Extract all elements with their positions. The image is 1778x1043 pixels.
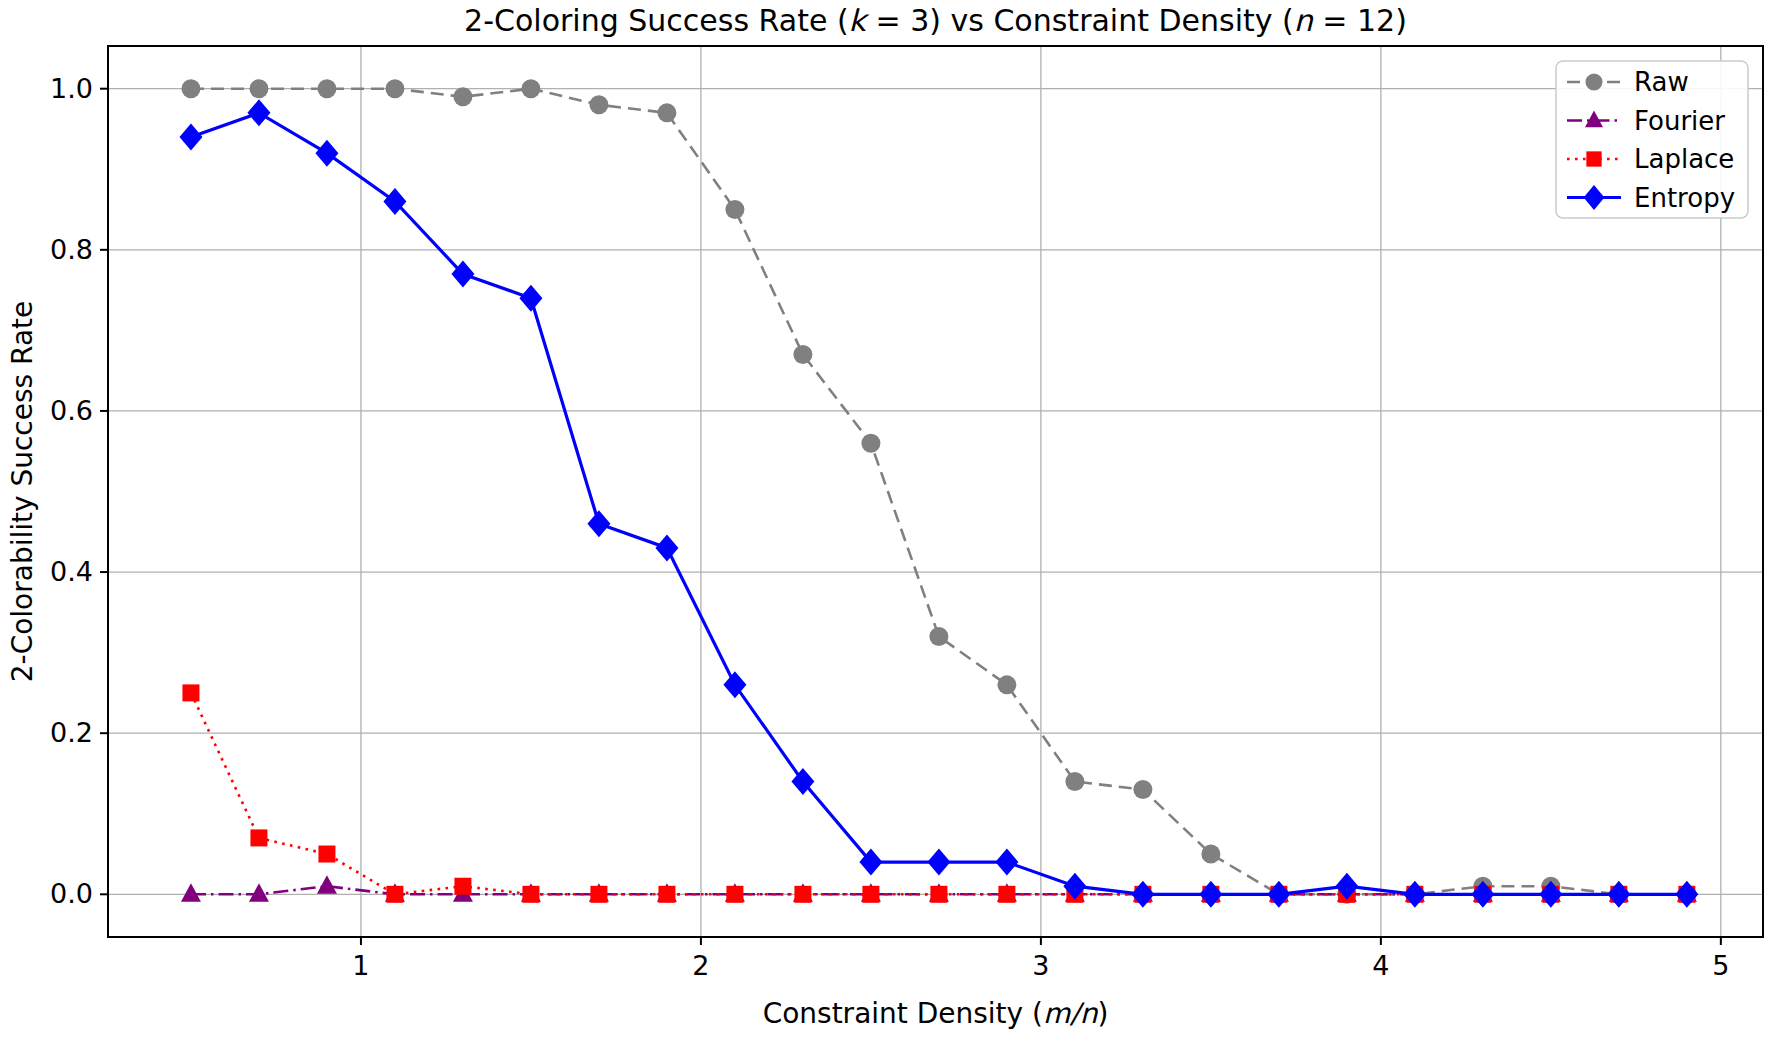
series-laplace-marker <box>794 886 811 903</box>
series-raw-marker <box>181 79 200 98</box>
series-raw-marker <box>861 434 880 453</box>
legend-marker-circle <box>1585 73 1602 90</box>
series-laplace-marker <box>726 886 743 903</box>
y-tick-label: 0.6 <box>50 395 93 426</box>
y-tick-label: 0.2 <box>50 717 93 748</box>
y-tick-label: 0.0 <box>50 878 93 909</box>
plot-area <box>108 46 1763 937</box>
series-laplace-marker <box>318 846 335 863</box>
x-axis-label: Constraint Density (m/n) <box>763 997 1109 1030</box>
series-raw-marker <box>725 200 744 219</box>
legend-label: Raw <box>1634 67 1689 97</box>
series-raw-marker <box>657 103 676 122</box>
y-tick-label: 1.0 <box>50 73 93 104</box>
series-raw-marker <box>521 79 540 98</box>
series-raw-marker <box>997 675 1016 694</box>
x-tick-label: 4 <box>1372 950 1389 981</box>
plot-background <box>108 46 1763 937</box>
chart-canvas: 1 2 3 4 5 0.0 0.2 0.4 0.6 0.8 1.0 2-Coloring Succ… <box>0 0 1778 1043</box>
series-laplace-marker <box>998 886 1015 903</box>
y-axis-label: 2-Colorability Success Rate <box>6 301 39 683</box>
series-raw-marker <box>929 627 948 646</box>
legend-label: Fourier <box>1634 106 1725 136</box>
series-laplace-marker <box>522 886 539 903</box>
y-tick-label: 0.8 <box>50 234 93 265</box>
series-laplace-marker <box>454 878 471 895</box>
series-laplace-marker <box>590 886 607 903</box>
series-raw-marker <box>317 79 336 98</box>
series-laplace-marker <box>250 829 267 846</box>
series-laplace-marker <box>862 886 879 903</box>
series-laplace-marker <box>386 886 403 903</box>
x-tick-label: 5 <box>1712 950 1729 981</box>
series-raw-marker <box>453 87 472 106</box>
chart-title: 2-Coloring Success Rate (k = 3) vs Const… <box>464 3 1407 38</box>
series-laplace-marker <box>930 886 947 903</box>
series-raw-marker <box>793 345 812 364</box>
series-raw-marker <box>249 79 268 98</box>
series-raw-marker <box>385 79 404 98</box>
legend: Raw Fourier Laplace Entropy <box>1556 61 1748 218</box>
series-raw-marker <box>1133 780 1152 799</box>
series-laplace-marker <box>658 886 675 903</box>
x-tick-label: 1 <box>352 950 369 981</box>
series-raw-marker <box>589 95 608 114</box>
x-tick-label: 2 <box>692 950 709 981</box>
x-tick-label: 3 <box>1032 950 1049 981</box>
figure-window: 1 2 3 4 5 0.0 0.2 0.4 0.6 0.8 1.0 2-Coloring Succ… <box>0 0 1778 1043</box>
series-raw-marker <box>1065 772 1084 791</box>
series-laplace-marker <box>182 684 199 701</box>
legend-label: Laplace <box>1634 144 1734 174</box>
legend-marker-square <box>1586 151 1601 166</box>
y-tick-label: 0.4 <box>50 556 93 587</box>
series-raw-marker <box>1201 845 1220 864</box>
legend-label: Entropy <box>1634 183 1735 213</box>
